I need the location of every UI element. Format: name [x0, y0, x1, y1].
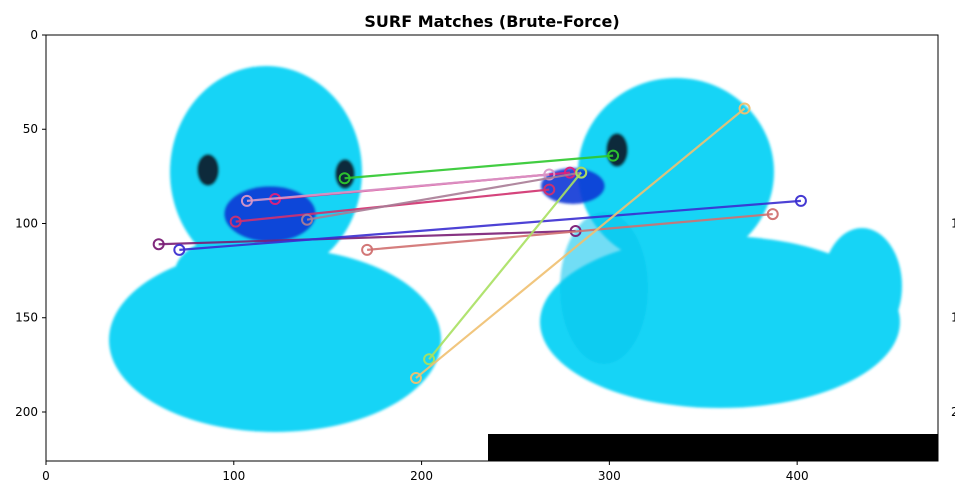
right-edge-ticks: 1 1 2 — [951, 216, 955, 418]
edge-tick-label: 2 — [951, 405, 955, 419]
y-tick-label: 0 — [30, 28, 38, 42]
edge-tick-label: 1 — [951, 216, 955, 230]
keypoint-right — [607, 149, 620, 162]
y-tick-label: 200 — [15, 405, 38, 419]
match-line — [158, 229, 576, 246]
match-line — [246, 173, 550, 202]
keypoint-left — [301, 213, 314, 226]
keypoint-left — [240, 194, 253, 207]
x-tick-label: 300 — [598, 469, 621, 483]
match-line — [367, 212, 773, 251]
matches-layer — [152, 102, 807, 385]
x-tick-label: 100 — [222, 469, 245, 483]
y-tick-label: 50 — [23, 122, 38, 136]
keypoint-right — [543, 168, 556, 181]
match-line — [428, 171, 583, 360]
axes-frame — [45, 34, 939, 462]
edge-tick-label: 1 — [951, 311, 955, 325]
left-duck-eye-left — [197, 154, 219, 186]
keypoint-right — [543, 183, 556, 196]
match-6 — [173, 194, 807, 256]
right-duck — [540, 78, 902, 408]
right-duck-eye — [606, 133, 628, 167]
match-line — [415, 107, 746, 379]
x-axis: 0 100 200 300 400 — [42, 461, 809, 483]
keypoint-left — [152, 238, 165, 251]
keypoint-left — [361, 243, 374, 256]
keypoint-left — [229, 215, 242, 228]
y-axis: 0 50 100 150 200 — [15, 28, 46, 419]
match-8 — [423, 166, 588, 366]
keypoint-right — [575, 166, 588, 179]
x-tick-label: 0 — [42, 469, 50, 483]
keypoint-left — [409, 372, 422, 385]
match-line — [306, 171, 582, 221]
keypoint-left — [423, 353, 436, 366]
match-line — [344, 154, 614, 180]
x-tick-label: 400 — [786, 469, 809, 483]
black-bar — [488, 434, 938, 461]
left-duck-head — [170, 66, 362, 278]
keypoint-right — [766, 208, 779, 221]
chart-title: SURF Matches (Brute-Force) — [364, 12, 619, 31]
y-tick-label: 150 — [15, 311, 38, 325]
match-line — [179, 199, 802, 251]
image-area — [46, 35, 938, 461]
y-tick-label: 100 — [15, 216, 38, 230]
x-tick-label: 200 — [410, 469, 433, 483]
match-9 — [409, 102, 751, 385]
keypoint-right — [738, 102, 751, 115]
match-0 — [338, 149, 620, 185]
keypoint-right — [794, 194, 807, 207]
right-duck-tail — [822, 228, 902, 344]
match-7 — [361, 208, 779, 256]
keypoint-left — [173, 243, 186, 256]
left-duck-neck — [175, 232, 335, 312]
right-duck-shade — [560, 212, 648, 364]
keypoint-left — [338, 172, 351, 185]
match-2 — [240, 168, 556, 207]
